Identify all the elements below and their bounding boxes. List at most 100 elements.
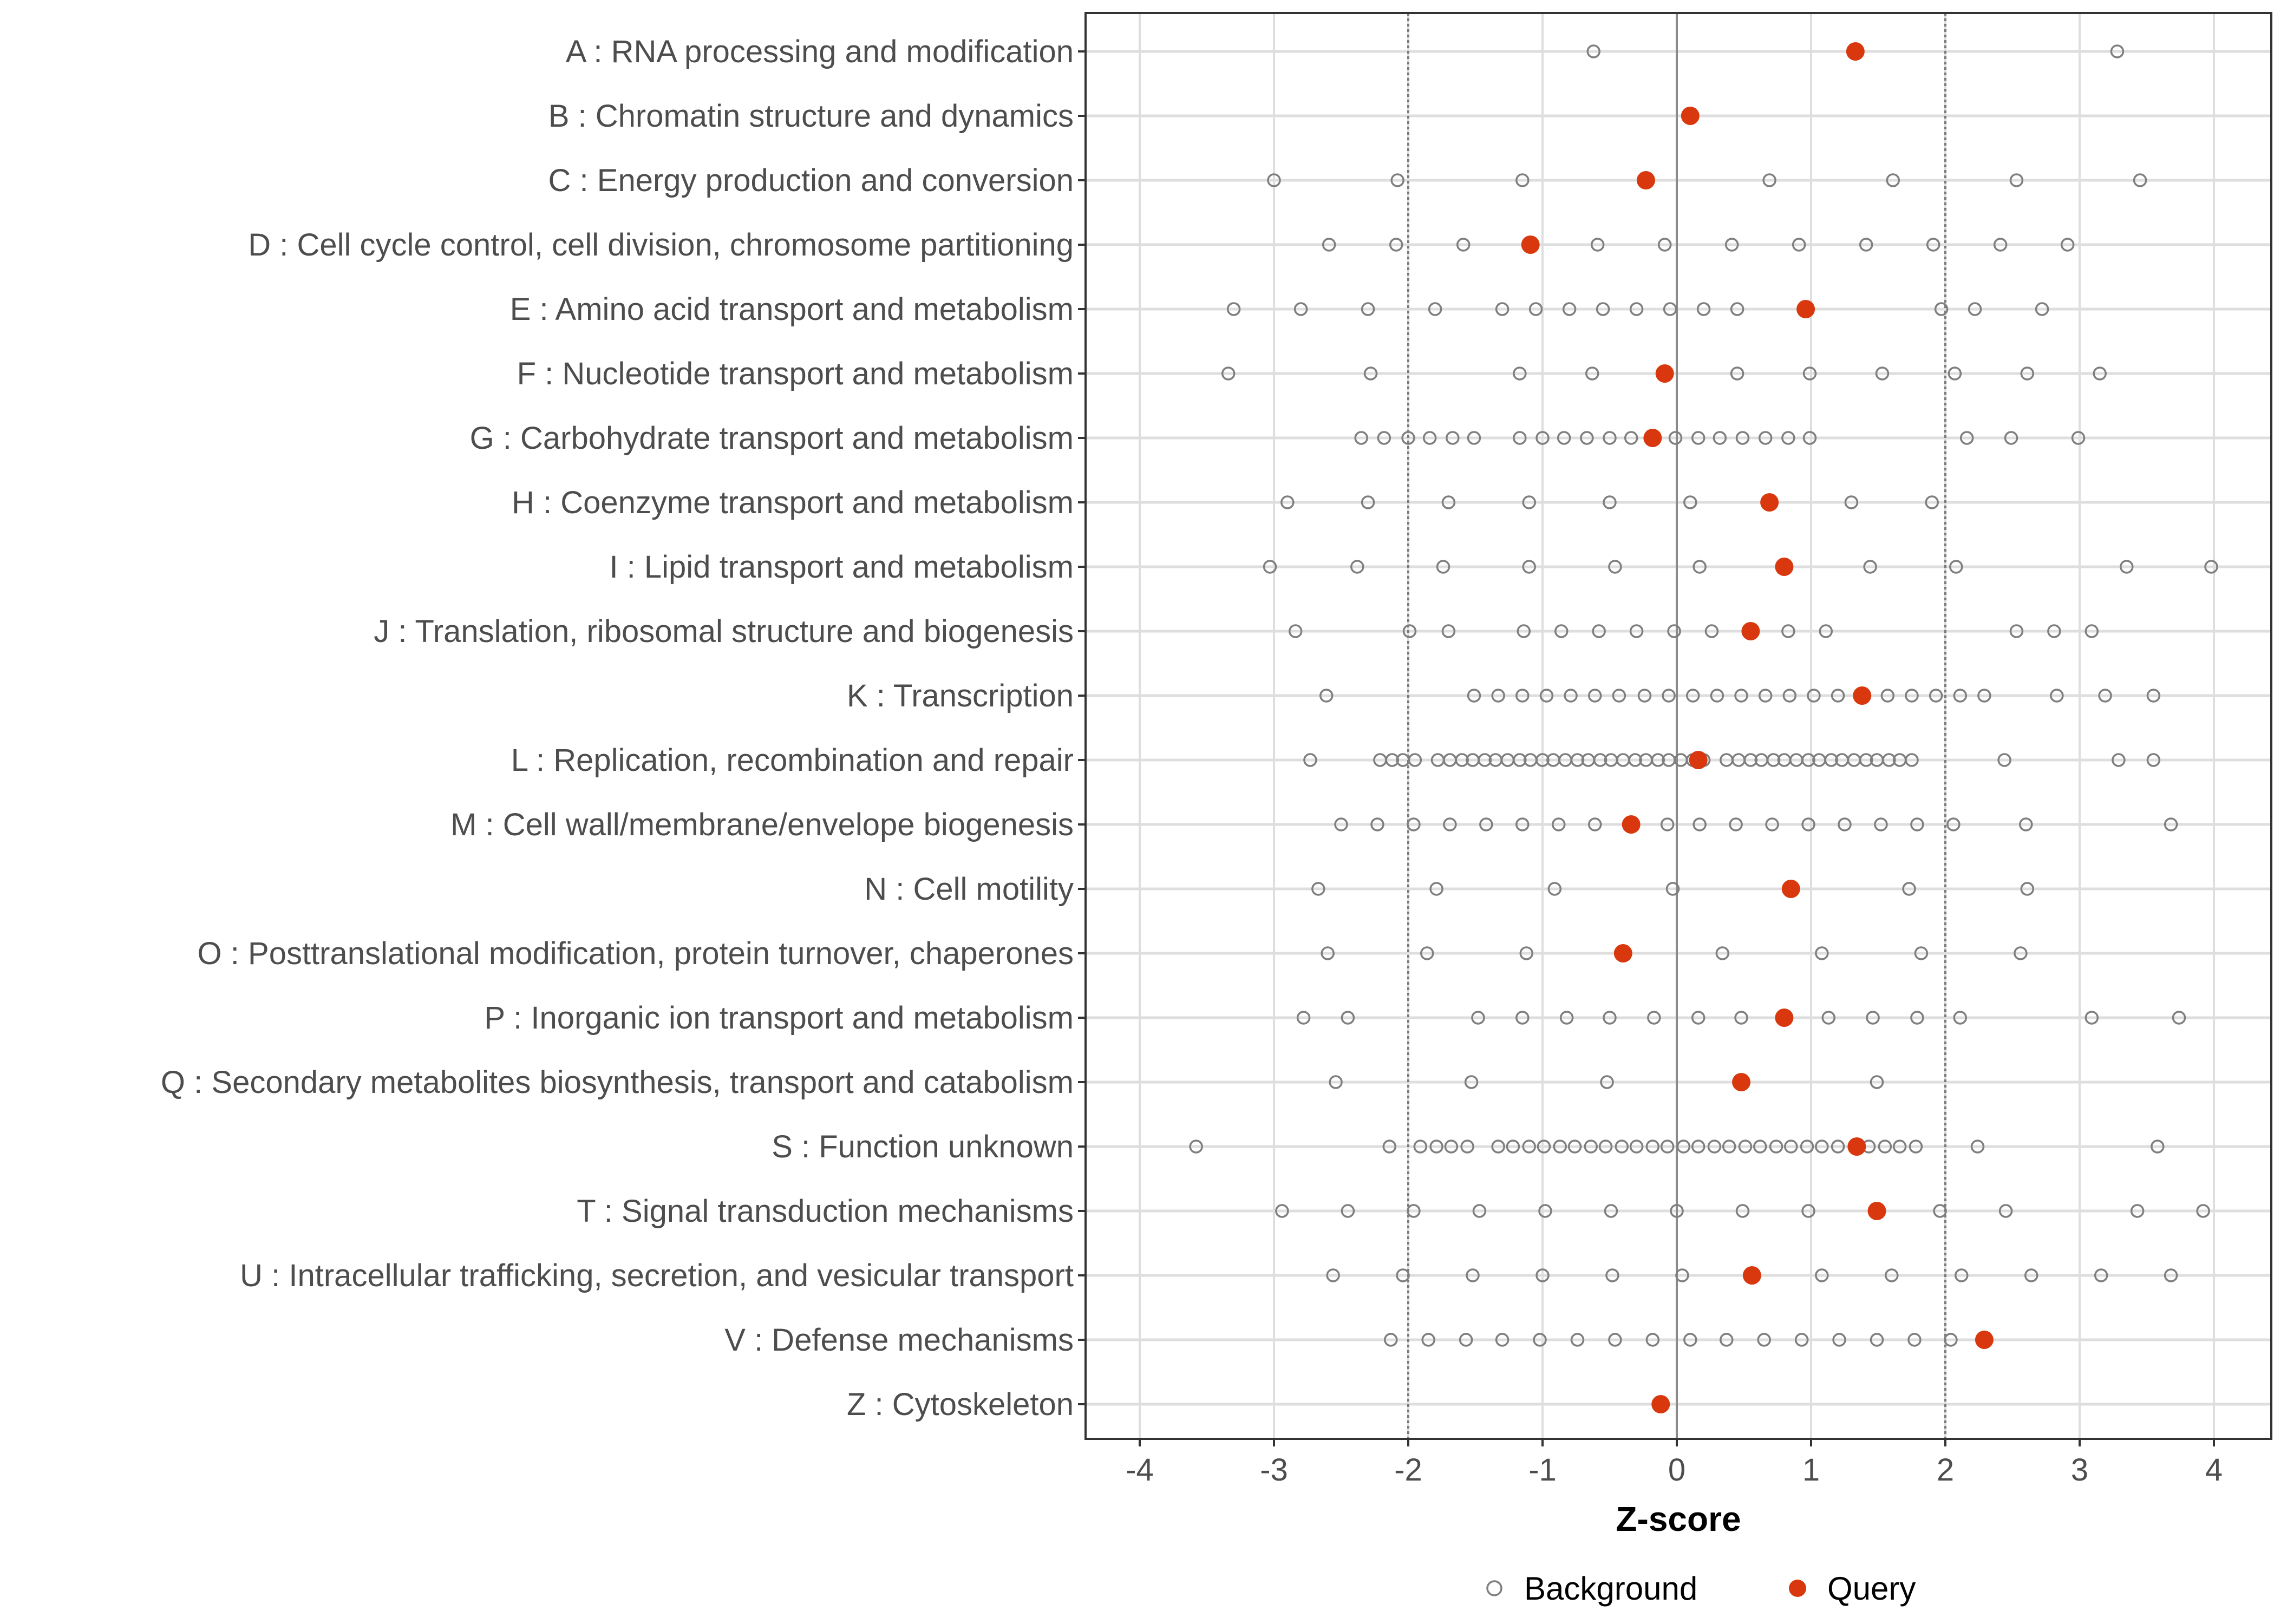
background-point [1322, 238, 1336, 252]
background-point [2172, 1011, 2186, 1025]
background-point [1226, 302, 1241, 316]
background-point [1460, 1140, 1474, 1154]
background-point [2093, 366, 2107, 381]
background-point [1350, 560, 1364, 574]
background-point [1628, 753, 1642, 767]
background-point [1753, 1140, 1767, 1154]
background-point [1472, 1204, 1487, 1218]
x-tick-label: 1 [1802, 1452, 1820, 1488]
query-point [1781, 880, 1800, 898]
category-label: V : Defense mechanisms [724, 1322, 1074, 1358]
background-point [1660, 1140, 1675, 1154]
query-point [1655, 364, 1674, 383]
x-axis-ticks: -4 -3 -2 -1 0 1 2 3 4 [1126, 1439, 2223, 1488]
background-point [1707, 1140, 1722, 1154]
background-point [1880, 689, 1895, 703]
background-point [1722, 1140, 1736, 1154]
background-point [1929, 689, 1943, 703]
background-point [1370, 817, 1384, 831]
background-point [1446, 431, 1460, 445]
background-point [1807, 689, 1821, 703]
background-point [2035, 302, 2049, 316]
background-point [2009, 173, 2024, 187]
background-point [2004, 431, 2018, 445]
background-point [1429, 882, 1443, 896]
category-label: H : Coenzyme transport and metabolism [512, 485, 1074, 520]
background-point [1905, 689, 1919, 703]
background-point [1189, 1140, 1203, 1154]
background-point [1535, 431, 1550, 445]
background-point [1603, 495, 1617, 509]
background-point [1735, 431, 1750, 445]
category-label: U : Intracellular trafficking, secretion… [240, 1258, 1074, 1293]
background-point [1407, 817, 1421, 831]
background-point [1675, 1268, 1689, 1282]
y-axis-categories: A : RNA processing and modification B : C… [161, 34, 1086, 1422]
background-point [1668, 431, 1683, 445]
background-point [1570, 753, 1585, 767]
background-point [1863, 560, 1877, 574]
x-tick-label: -2 [1394, 1452, 1422, 1488]
background-point [1522, 495, 1536, 509]
background-point [1713, 431, 1727, 445]
background-point [1585, 366, 1599, 381]
background-point [2084, 624, 2099, 638]
query-point [1853, 686, 1872, 705]
background-point [1831, 1140, 1845, 1154]
background-point [1968, 302, 1982, 316]
x-tick-label: 2 [1937, 1452, 1954, 1488]
background-point [2204, 560, 2218, 574]
background-point [1691, 431, 1706, 445]
background-point [1377, 431, 1391, 445]
background-point [1724, 238, 1739, 252]
background-point [1382, 1140, 1397, 1154]
query-point [1796, 300, 1815, 318]
background-point [1491, 689, 1505, 703]
category-label: K : Transcription [847, 678, 1074, 713]
background-point [1765, 817, 1779, 831]
background-point [1802, 431, 1817, 445]
background-point [1949, 560, 1963, 574]
background-point [1326, 1268, 1340, 1282]
category-label: F : Nucleotide transport and metabolism [517, 356, 1074, 391]
background-point [1910, 817, 1924, 831]
query-point [1742, 1266, 1761, 1285]
background-point [1821, 1011, 1835, 1025]
background-point [1925, 495, 1939, 509]
background-point [1683, 1333, 1697, 1347]
background-point [1645, 1140, 1660, 1154]
background-point [1402, 624, 1417, 638]
background-point [2110, 44, 2125, 58]
category-label: D : Cell cycle control, cell division, c… [248, 227, 1074, 263]
background-point [1478, 753, 1492, 767]
background-point [1693, 560, 1707, 574]
background-point [1408, 753, 1422, 767]
query-point [1732, 1073, 1751, 1091]
background-point [1517, 624, 1531, 638]
background-point [1422, 431, 1437, 445]
query-point [1613, 944, 1632, 962]
background-point [1832, 1333, 1846, 1347]
background-point [1341, 1011, 1355, 1025]
category-label: T : Signal transduction mechanisms [577, 1194, 1074, 1229]
background-point [1263, 560, 1277, 574]
background-point [1802, 366, 1817, 381]
category-label: O : Posttranslational modification, prot… [198, 936, 1074, 971]
background-point [1859, 238, 1873, 252]
background-point [1743, 753, 1758, 767]
background-point [1296, 1011, 1311, 1025]
category-label: I : Lipid transport and metabolism [609, 549, 1074, 585]
category-label: C : Energy production and conversion [548, 163, 1074, 198]
background-point [1794, 1333, 1809, 1347]
background-point [1875, 366, 1890, 381]
background-point [1280, 495, 1295, 509]
x-tick-label: -4 [1126, 1452, 1154, 1488]
background-point [1533, 1333, 1547, 1347]
background-point [1710, 689, 1724, 703]
query-point [1622, 815, 1641, 834]
background-point [1608, 1333, 1622, 1347]
background-point [1553, 1140, 1567, 1154]
query-point [1867, 1202, 1886, 1220]
background-point [1390, 173, 1404, 187]
background-point [1696, 302, 1711, 316]
